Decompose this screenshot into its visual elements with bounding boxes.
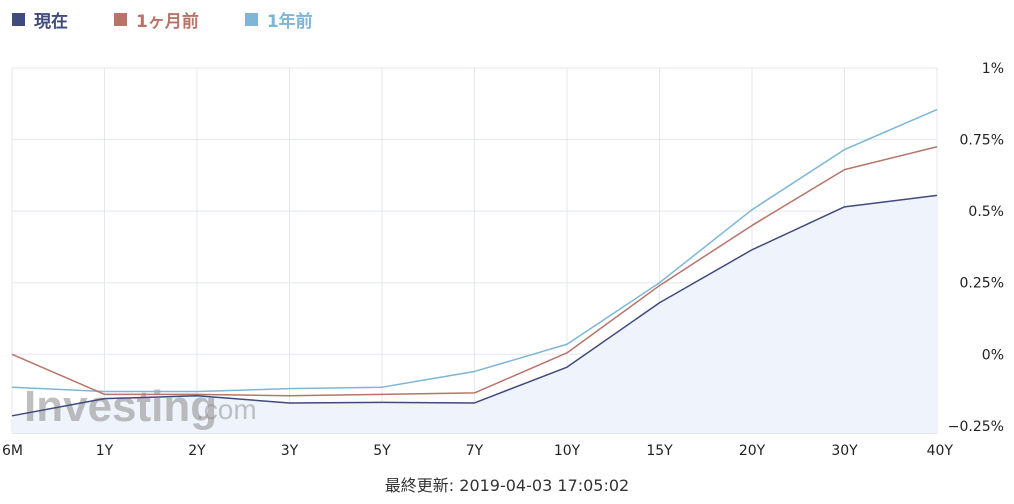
area-layer <box>12 195 937 433</box>
legend-item-current[interactable]: 現在 <box>12 7 68 32</box>
series-lines <box>11 108 938 417</box>
x-tick-label: 1Y <box>96 443 114 459</box>
y-tick-label: 0% <box>982 347 1004 363</box>
legend-item-1-month-ago[interactable]: 1ヶ月前 <box>114 7 199 32</box>
y-tick-label: 1% <box>982 61 1004 77</box>
legend-item-1-year-ago[interactable]: 1年前 <box>244 7 313 32</box>
legend-swatch-1-month-ago <box>114 12 127 26</box>
legend-label-1-year-ago: 1年前 <box>266 11 313 32</box>
x-tick-label: 6M <box>2 443 23 459</box>
x-tick-label: 40Y <box>927 443 954 459</box>
x-tick-label: 20Y <box>739 443 766 459</box>
y-tick-label: −0.25% <box>948 419 1004 435</box>
x-tick-label: 7Y <box>466 443 484 459</box>
y-axis-ticks: 1% 0.75% 0.5% 0.25% 0% −0.25% <box>948 61 1004 435</box>
x-tick-label: 2Y <box>188 443 206 459</box>
x-tick-label: 3Y <box>281 443 299 459</box>
series-line-current <box>11 194 938 417</box>
legend-label-current: 現在 <box>34 11 68 32</box>
watermark-brand: Investing <box>24 382 217 431</box>
y-tick-label: 0.25% <box>960 276 1004 292</box>
yield-curve-chart: Investing .com 6M 1Y 2Y 3Y 5Y 7Y 10Y 15Y 20Y 30Y 4… <box>2 61 1004 459</box>
series-line-1-month-ago <box>11 145 938 397</box>
last-updated: 最終更新: 2019-04-03 17:05:02 <box>384 476 630 495</box>
current-area-fill <box>12 195 937 433</box>
legend: 現在 1ヶ月前 1年前 <box>12 6 359 32</box>
x-tick-label: 30Y <box>831 443 858 459</box>
legend-swatch-1-year-ago <box>244 12 258 26</box>
x-axis-ticks: 6M 1Y 2Y 3Y 5Y 7Y 10Y 15Y 20Y 30Y 40Y <box>2 443 953 459</box>
x-tick-label: 10Y <box>554 443 581 459</box>
legend-label-1-month-ago: 1ヶ月前 <box>136 11 199 32</box>
x-tick-label: 15Y <box>646 443 673 459</box>
y-tick-label: 0.5% <box>968 204 1004 220</box>
y-tick-label: 0.75% <box>960 133 1004 149</box>
legend-swatch-current <box>12 12 25 26</box>
x-tick-label: 5Y <box>373 443 391 459</box>
series-line-1-year-ago <box>11 108 938 393</box>
